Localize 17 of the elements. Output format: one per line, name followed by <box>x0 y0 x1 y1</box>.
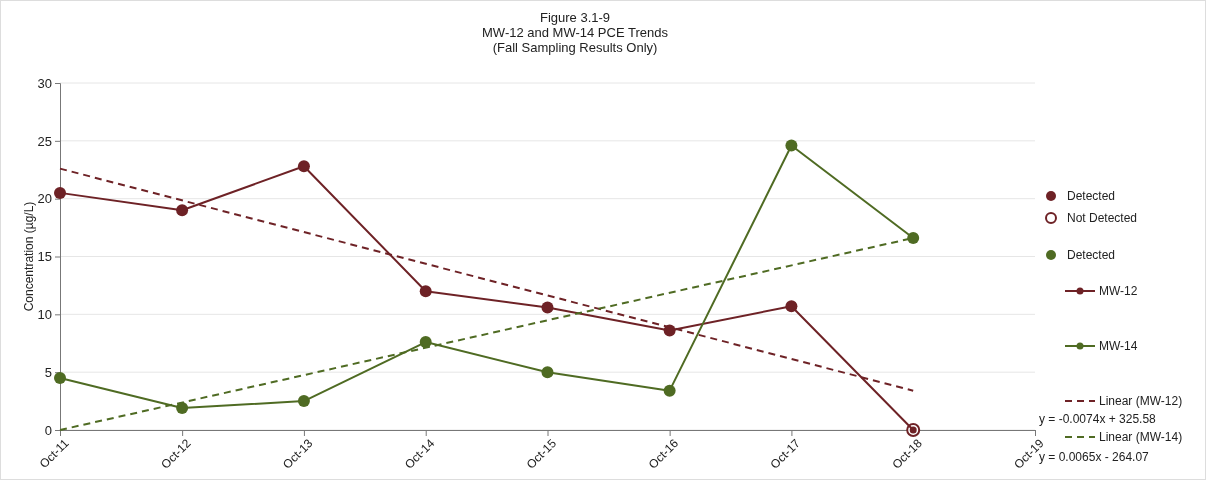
legend-label: Not Detected <box>1067 211 1138 225</box>
y-axis-title: Concentration (µg/L) <box>22 201 36 312</box>
text: y = -0.0074x + 325.58 <box>1039 412 1157 426</box>
legend-label: Detected <box>1067 248 1116 262</box>
y-tick-label: 15 <box>37 249 52 265</box>
y-tick-label: 30 <box>37 75 52 91</box>
y-tick-label: 20 <box>37 191 52 207</box>
y-tick-label: 0 <box>44 422 52 438</box>
legend-label: Detected <box>1067 189 1116 203</box>
legend-label: MW-12 <box>1099 284 1138 298</box>
legend-label: Linear (MW-12) <box>1099 394 1183 408</box>
y-tick-label: 25 <box>37 133 52 149</box>
legend-label: MW-14 <box>1099 339 1138 353</box>
chart-title: Figure 3.1-9 MW-12 and MW-14 PCE Trends (Fall Sampling Results Only) <box>482 10 669 55</box>
y-tick-label: 5 <box>44 364 52 380</box>
legend-label: Linear (MW-14) <box>1099 430 1183 444</box>
y-tick-label: 10 <box>37 306 52 322</box>
